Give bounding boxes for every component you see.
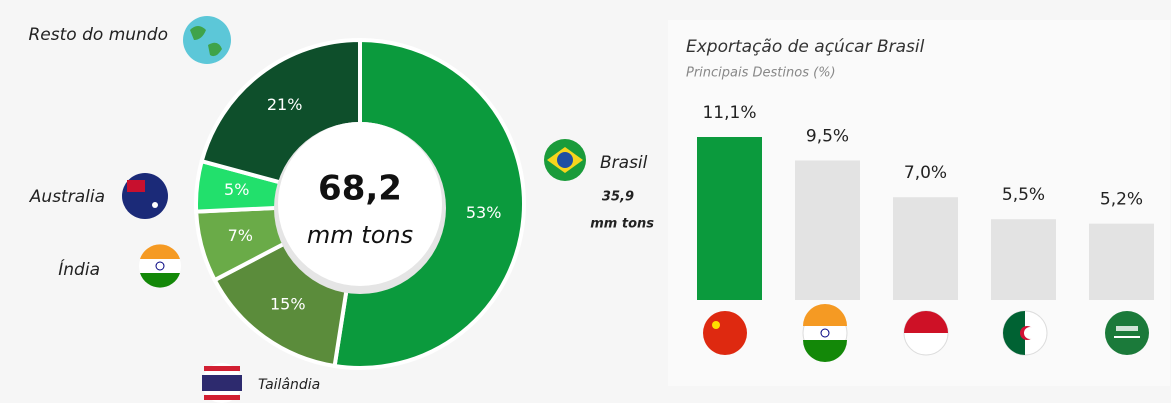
bar (1089, 223, 1154, 300)
category-label: Resto do mundo (29, 25, 169, 45)
flag-world (183, 16, 231, 64)
category-label: Tailândia (258, 377, 320, 393)
bar (991, 219, 1056, 300)
bar (893, 197, 958, 300)
bar (697, 137, 762, 300)
slice-label: 21% (267, 95, 303, 114)
flag-china (703, 311, 747, 355)
bar-value-label: 5,2% (1100, 190, 1143, 210)
category-label: Brasil (600, 153, 648, 173)
bar-title: Exportação de açúcar Brasil (686, 37, 925, 57)
center-value: 68,2 (318, 169, 402, 209)
bar (795, 160, 860, 300)
flag-saudi (1105, 311, 1149, 355)
bars: 11,1% 9,5% 7,0% 5,5% 5,2% (697, 103, 1154, 300)
brasil-volume: 35,9 (602, 190, 634, 205)
flag-brazil (544, 139, 586, 181)
slice-label: 53% (466, 203, 502, 222)
flag-india (139, 244, 181, 288)
slice-label: 5% (224, 180, 249, 199)
slice-label: 7% (228, 226, 253, 245)
category-label: Australia (29, 187, 105, 207)
flag-thailand (202, 363, 242, 403)
center-unit: mm tons (307, 221, 413, 249)
bar-value-label: 5,5% (1002, 185, 1045, 205)
flag-algeria (1002, 310, 1048, 356)
flag-indonesia (903, 310, 949, 356)
bar-value-label: 7,0% (904, 163, 947, 183)
flag-australia (122, 173, 168, 219)
bar-subtitle: Principais Destinos (%) (686, 66, 836, 81)
bar-value-label: 11,1% (702, 103, 756, 123)
slice-label: 15% (270, 294, 306, 313)
brasil-unit: mm tons (590, 217, 654, 232)
bar-value-label: 9,5% (806, 126, 849, 146)
category-label: Índia (58, 258, 100, 280)
flag-india-bar (802, 304, 848, 362)
center-circle (278, 122, 442, 286)
